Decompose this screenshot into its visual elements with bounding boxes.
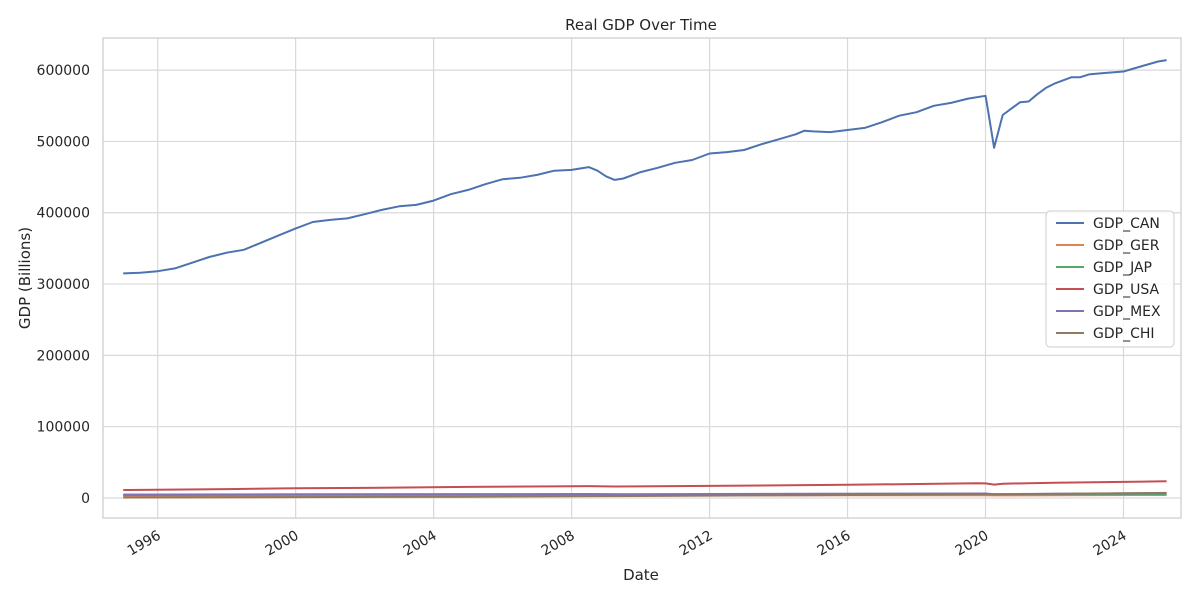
legend-label: GDP_CAN	[1093, 216, 1160, 232]
legend-label: GDP_USA	[1093, 282, 1159, 298]
y-tick-label: 200000	[37, 348, 90, 364]
chart-title: Real GDP Over Time	[565, 16, 717, 34]
legend-label: GDP_CHI	[1093, 326, 1155, 342]
y-tick-label: 500000	[37, 134, 90, 150]
legend-label: GDP_MEX	[1093, 304, 1161, 320]
y-axis-ticks: 0 100000 200000 300000 400000 500000 600000	[37, 63, 90, 507]
grid-layer	[103, 38, 1181, 518]
plot-area	[102, 37, 1182, 519]
y-tick-label: 400000	[37, 206, 90, 222]
y-tick-label: 600000	[37, 63, 90, 79]
legend-label: GDP_GER	[1093, 238, 1160, 254]
series-line-gdp-usa	[123, 480, 1167, 491]
series-line-gdp-can	[123, 59, 1167, 275]
series-layer	[123, 59, 1167, 499]
y-tick-label: 0	[81, 491, 90, 507]
legend: GDP_CAN GDP_GER GDP_JAP GDP_USA GDP_MEX GDP_C…	[1045, 210, 1175, 348]
legend-label: GDP_JAP	[1093, 260, 1152, 276]
y-tick-label: 300000	[37, 277, 90, 293]
series-line-gdp-chi	[123, 491, 1167, 499]
y-tick-label: 100000	[37, 420, 90, 436]
plot-frame	[102, 37, 1182, 519]
x-axis-title: Date	[623, 566, 659, 584]
y-axis-title: GDP (Billions)	[16, 227, 34, 329]
